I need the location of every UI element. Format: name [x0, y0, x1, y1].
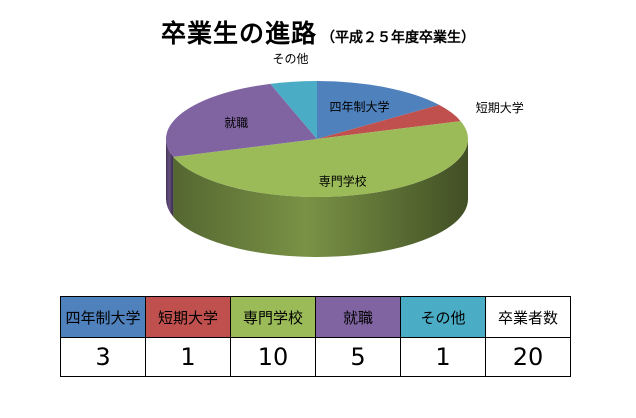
pie-slice-other: [270, 81, 317, 139]
header-cell-vocational: 専門学校: [230, 296, 316, 338]
pie-label-univ: 四年制大学: [329, 99, 389, 114]
pie-side-vocational: [173, 139, 468, 258]
value-cell-univ: 3: [60, 337, 146, 377]
chart-title-main: 卒業生の進路: [160, 19, 317, 48]
value-cell-vocational: 10: [230, 337, 316, 377]
header-cell-junior: 短期大学: [145, 296, 231, 338]
header-cell-univ: 四年制大学: [60, 296, 146, 338]
table-header-row: 四年制大学 短期大学 専門学校 就職 その他 卒業者数: [60, 296, 571, 338]
pie-label-employ: 就職: [224, 116, 248, 130]
pie-slice-vocational: [173, 121, 468, 197]
pie-label-junior: 短期大学: [476, 100, 524, 115]
value-cell-other: 1: [400, 337, 486, 377]
value-cell-junior: 1: [145, 337, 231, 377]
chart-title: 卒業生の進路 （平成２５年度卒業生）: [0, 14, 636, 50]
value-cell-employ: 5: [315, 337, 401, 377]
pie-label-vocational: 専門学校: [319, 173, 367, 188]
header-cell-employ: 就職: [315, 296, 401, 338]
pie-label-other: その他: [272, 52, 308, 66]
header-cell-total: 卒業者数: [485, 296, 571, 338]
value-cell-total: 20: [485, 337, 571, 377]
table-value-row: 3 1 10 5 1 20: [60, 337, 571, 377]
pie-slice-employ: [166, 83, 317, 157]
summary-table: 四年制大学 短期大学 専門学校 就職 その他 卒業者数 3 1 10 5 1 2…: [60, 296, 571, 377]
header-cell-other: その他: [400, 296, 486, 338]
pie-side-employ: [166, 139, 174, 217]
pie-top: [166, 81, 468, 197]
pie-sides: [166, 139, 468, 258]
pie-slice-univ: [317, 81, 440, 139]
chart-subtitle: （平成２５年度卒業生）: [321, 30, 475, 46]
pie-slice-junior: [317, 104, 461, 139]
